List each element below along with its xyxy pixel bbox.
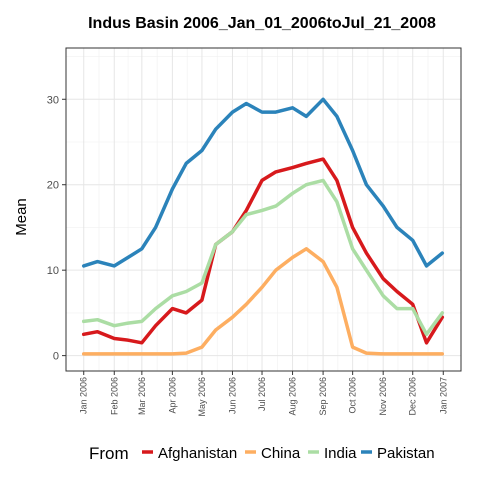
x-tick-label: Oct 2006 [348, 377, 358, 414]
legend-label-afghanistan: Afghanistan [158, 445, 237, 462]
x-tick-label: May 2006 [197, 377, 207, 417]
x-tick-label: Apr 2006 [167, 377, 177, 414]
series-line-pakistan [81, 97, 445, 268]
x-tick-label: Jun 2006 [227, 377, 237, 414]
y-axis-label: Mean [13, 198, 30, 236]
series-line-afghanistan [81, 157, 445, 345]
x-tick-label: Nov 2006 [378, 377, 388, 416]
y-tick-label: 20 [47, 180, 59, 192]
panel-border [65, 47, 462, 372]
y-tick-label: 10 [47, 265, 59, 277]
y-tick-label: 0 [53, 351, 59, 363]
x-tick-label: Feb 2006 [109, 377, 119, 415]
x-tick-label: Mar 2006 [137, 377, 147, 415]
legend-label-pakistan: Pakistan [377, 445, 435, 462]
x-tick-label: Jul 2006 [257, 377, 267, 411]
series-line-china [81, 247, 445, 356]
y-tick-label: 30 [47, 94, 59, 106]
legend-title: From [89, 444, 129, 463]
series-line-india [81, 178, 445, 337]
x-tick-label: Dec 2006 [408, 377, 418, 416]
chart-title: Indus Basin 2006_Jan_01_2006toJul_21_200… [88, 15, 436, 32]
plot-area: 0 10 20 30 Jan 2006 Feb 2006 Mar 2006 Apr 2006 M… [47, 47, 462, 417]
x-tick-label: Sep 2006 [318, 377, 328, 416]
legend-label-china: China [261, 445, 301, 462]
x-tick-label: Jan 2007 [438, 377, 448, 414]
x-tick-label: Jan 2006 [79, 377, 89, 414]
legend: From Afghanistan China India Pakistan [89, 444, 435, 463]
x-tick-label: Aug 2006 [288, 377, 298, 416]
legend-label-india: India [324, 445, 357, 462]
